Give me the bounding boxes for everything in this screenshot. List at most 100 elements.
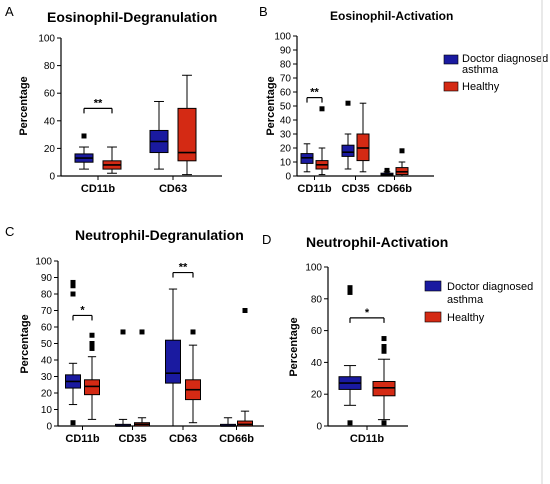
panel-a-ylabel: Percentage xyxy=(18,76,30,135)
y-tick-label: 30 xyxy=(280,130,292,141)
panel-b-plot: 0 10 20 30 40 50 60 70 80 90 100 CD11b CD35 CD66b ** xyxy=(274,32,434,195)
panel-letter-c: C xyxy=(5,224,14,239)
y-tick-label: 80 xyxy=(41,290,53,301)
y-tick-label: 0 xyxy=(316,422,322,433)
outlier-point xyxy=(70,279,76,285)
outlier-point xyxy=(399,148,405,154)
y-tick-label: 30 xyxy=(41,372,53,383)
outlier-point xyxy=(70,420,76,426)
y-tick-label: 50 xyxy=(280,102,292,113)
panel-b-ylabel: Percentage xyxy=(265,76,277,135)
y-tick-label: 40 xyxy=(311,358,323,369)
legend-label-asthma-line1: Doctor diagnosed xyxy=(447,281,533,293)
box-healthy xyxy=(177,107,197,162)
significance-label: ** xyxy=(94,97,103,109)
significance-label: * xyxy=(365,307,370,319)
significance-label: * xyxy=(80,304,85,316)
significance-label: ** xyxy=(310,87,319,99)
x-category-label: CD11b xyxy=(65,433,100,445)
outlier-point xyxy=(190,329,196,335)
y-tick-label: 60 xyxy=(311,326,323,337)
box-healthy xyxy=(237,420,253,427)
x-category-label: CD66b xyxy=(219,433,254,445)
outlier-point xyxy=(381,420,387,426)
right-edge-divider xyxy=(541,0,543,484)
y-tick-label: 80 xyxy=(44,61,56,72)
x-category-label: CD66b xyxy=(377,183,412,195)
y-tick-label: 50 xyxy=(41,339,53,350)
legend-label-healthy: Healthy xyxy=(447,312,485,324)
legend-swatch-asthma xyxy=(443,54,459,65)
outlier-point xyxy=(81,133,87,139)
outlier-point xyxy=(381,348,387,354)
legend-swatch-healthy xyxy=(443,81,459,92)
panel-letter-d: D xyxy=(262,232,271,247)
outlier-point xyxy=(70,291,76,297)
panel-c-title: Neutrophil-Degranulation xyxy=(75,227,244,243)
outlier-point xyxy=(139,329,145,335)
legend-label-asthma-line1: Doctor diagnosed xyxy=(462,53,548,65)
y-tick-label: 20 xyxy=(280,144,292,155)
outlier-point xyxy=(120,329,126,335)
box-healthy xyxy=(84,379,100,396)
y-tick-label: 80 xyxy=(311,294,323,305)
y-tick-label: 100 xyxy=(305,263,322,274)
legend-label-asthma-line2: asthma xyxy=(462,64,499,76)
legend-swatch-asthma xyxy=(424,280,442,292)
outlier-point xyxy=(70,283,76,289)
outlier-point xyxy=(347,285,353,291)
panel-letter-b: B xyxy=(259,4,268,19)
panel-b-legend: Doctor diagnosed asthma Healthy xyxy=(443,53,548,93)
x-category-label: CD11b xyxy=(297,183,332,195)
outlier-point xyxy=(347,289,353,295)
y-tick-label: 40 xyxy=(44,116,56,127)
box-asthma xyxy=(165,339,181,384)
outlier-point xyxy=(89,341,95,346)
outlier-point xyxy=(89,345,95,351)
panel-b-title: Eosinophil-Activation xyxy=(330,9,453,23)
panel-a-title: Eosinophil-Degranulation xyxy=(47,9,217,25)
y-tick-label: 10 xyxy=(41,405,53,416)
y-tick-label: 0 xyxy=(46,422,52,433)
x-category-label: CD11b xyxy=(350,433,385,445)
legend-label-healthy: Healthy xyxy=(462,81,500,93)
y-tick-label: 90 xyxy=(41,273,53,284)
x-category-label: CD35 xyxy=(341,183,369,195)
panel-d-title: Neutrophil-Activation xyxy=(306,234,448,250)
y-tick-label: 60 xyxy=(41,323,53,334)
significance-label: ** xyxy=(179,262,188,274)
y-tick-label: 100 xyxy=(274,32,291,43)
outlier-point xyxy=(242,308,248,313)
y-tick-label: 40 xyxy=(41,356,53,367)
panel-c-ylabel: Percentage xyxy=(19,314,31,373)
outlier-point xyxy=(347,420,353,426)
x-category-label: CD63 xyxy=(169,433,197,445)
x-category-label: CD63 xyxy=(159,183,187,195)
y-tick-label: 0 xyxy=(49,172,55,183)
panel-c-plot: 0 10 20 30 40 50 60 70 80 90 100 CD11b CD35 CD63 CD66b… xyxy=(35,257,264,445)
y-tick-label: 0 xyxy=(285,172,291,183)
outlier-point xyxy=(345,100,351,106)
y-tick-label: 60 xyxy=(44,89,56,100)
y-tick-label: 10 xyxy=(280,158,292,169)
y-tick-label: 70 xyxy=(280,74,292,85)
outlier-point xyxy=(381,336,387,342)
panel-a-plot: 0 20 40 60 80 100 CD11b CD63 ** xyxy=(38,34,222,195)
outlier-point xyxy=(381,344,387,349)
x-category-label: CD11b xyxy=(81,183,116,195)
panel-d-plot: 0 20 40 60 80 100 CD11b * xyxy=(305,263,408,445)
y-tick-label: 20 xyxy=(41,389,53,400)
outlier-point xyxy=(384,167,390,173)
y-tick-label: 100 xyxy=(38,34,55,45)
y-tick-label: 100 xyxy=(35,257,52,268)
y-tick-label: 20 xyxy=(311,390,323,401)
y-tick-label: 20 xyxy=(44,144,56,155)
panel-d-ylabel: Percentage xyxy=(288,317,300,376)
y-tick-label: 80 xyxy=(280,60,292,71)
x-category-label: CD35 xyxy=(118,433,146,445)
box-asthma xyxy=(341,144,355,157)
legend-label-asthma-line2: asthma xyxy=(447,294,484,306)
y-tick-label: 70 xyxy=(41,306,53,317)
panel-letter-a: A xyxy=(5,4,14,19)
